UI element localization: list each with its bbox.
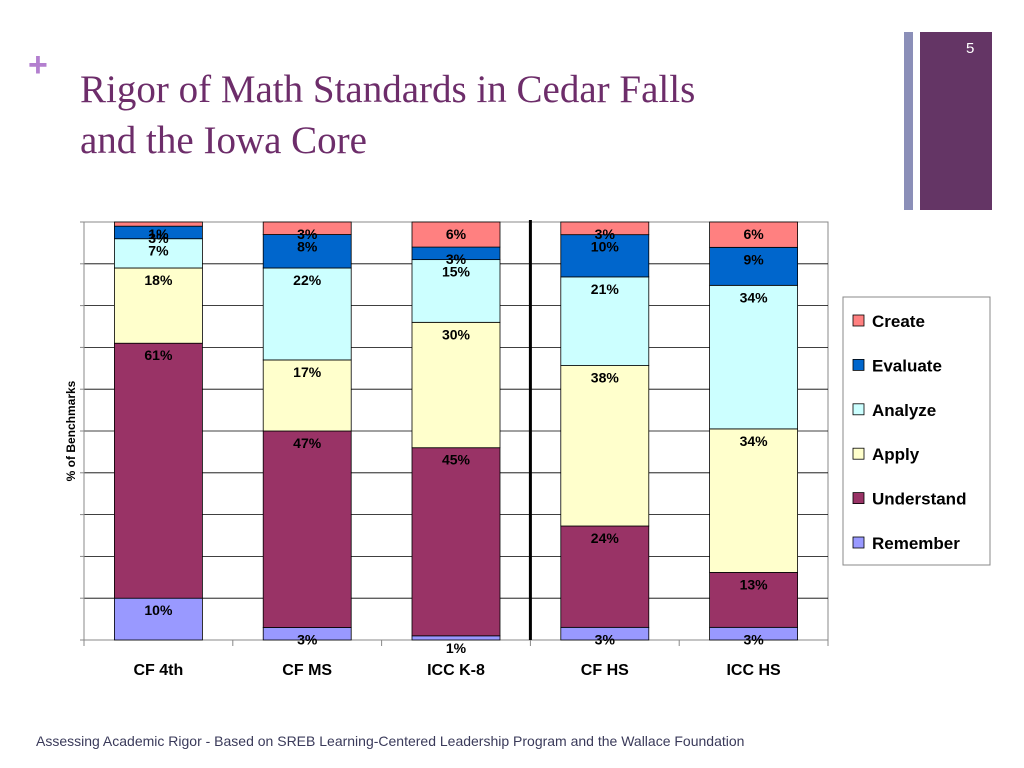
bar-segment-evaluate: [262, 234, 352, 269]
legend-swatch-apply: [852, 447, 865, 460]
x-tick-label: ICC K-8: [427, 662, 485, 679]
bar-segment-analyze: [262, 267, 352, 361]
data-label: 3%: [595, 226, 616, 242]
data-label: 9%: [743, 251, 764, 267]
page-number: 5: [966, 40, 975, 57]
data-label: 10%: [144, 602, 173, 618]
data-label: 24%: [591, 530, 620, 546]
data-label: 47%: [293, 435, 322, 451]
data-label: 17%: [293, 364, 322, 380]
data-label: 7%: [148, 243, 169, 259]
bar-segment-analyze: [411, 259, 501, 323]
data-label: 10%: [591, 239, 620, 255]
data-label: 34%: [740, 433, 769, 449]
bar-segment-evaluate: [560, 234, 650, 278]
decor-bar-thick: [920, 32, 992, 210]
x-tick-label: CF MS: [282, 662, 332, 679]
bar-segment-apply: [560, 365, 650, 527]
data-label: 22%: [293, 272, 322, 288]
data-label: 21%: [591, 281, 620, 297]
y-axis-label: % of Benchmarks: [64, 380, 78, 481]
bar-segment-understand: [560, 525, 650, 628]
bar-segment-create: [411, 221, 501, 248]
bar-segment-create: [709, 221, 798, 248]
bar-segment-analyze: [560, 276, 650, 366]
bar-segment-remember: [114, 597, 203, 641]
plus-icon: +: [28, 46, 48, 84]
data-label: 34%: [740, 289, 769, 305]
decor-bar-thin: [904, 32, 913, 210]
legend-swatch-evaluate: [852, 358, 865, 371]
data-label: 1%: [446, 640, 467, 656]
legend-label-create: Create: [872, 312, 925, 331]
bar-segment-understand: [262, 430, 352, 628]
slide-title: Rigor of Math Standards in Cedar Falls a…: [80, 64, 900, 166]
data-label: 13%: [740, 576, 769, 592]
legend-swatch-analyze: [852, 403, 865, 416]
legend-label-apply: Apply: [872, 445, 920, 464]
bar-segment-apply: [709, 428, 798, 573]
bar-segment-create: [262, 221, 352, 235]
data-label: 30%: [442, 326, 471, 342]
bar-segment-understand: [411, 447, 501, 637]
data-label: 15%: [442, 264, 471, 280]
legend-label-evaluate: Evaluate: [872, 356, 942, 375]
data-label: 18%: [144, 272, 173, 288]
data-label: 3%: [297, 631, 318, 647]
bar-segment-analyze: [709, 284, 798, 430]
legend-swatch-understand: [852, 492, 865, 505]
data-label: 61%: [144, 347, 173, 363]
bar-segment-apply: [262, 359, 352, 432]
data-label: 3%: [148, 230, 169, 246]
data-label: 1%: [148, 226, 169, 242]
title-line-1: Rigor of Math Standards in Cedar Falls: [80, 68, 696, 111]
bar-segment-create: [114, 221, 203, 227]
title-line-2: and the Iowa Core: [80, 119, 367, 162]
legend-swatch-create: [852, 314, 865, 327]
data-label: 3%: [446, 251, 467, 267]
x-tick-label: CF 4th: [134, 662, 184, 679]
x-tick-label: CF HS: [581, 662, 629, 679]
data-label: 3%: [297, 226, 318, 242]
bar-segment-understand: [114, 342, 203, 599]
legend-swatch-remember: [852, 536, 865, 549]
data-label: 3%: [743, 631, 764, 647]
data-label: 6%: [743, 226, 764, 242]
legend-label-understand: Understand: [872, 490, 966, 509]
data-label: 38%: [591, 370, 620, 386]
bar-segment-apply: [411, 321, 501, 449]
legend-box: [842, 296, 991, 566]
footer-text: Assessing Academic Rigor - Based on SREB…: [36, 733, 745, 749]
data-label: 45%: [442, 452, 471, 468]
data-label: 6%: [446, 226, 467, 242]
bar-segment-create: [560, 221, 650, 236]
data-label: 8%: [297, 239, 318, 255]
x-tick-label: ICC HS: [726, 662, 781, 679]
legend-label-remember: Remember: [872, 534, 960, 553]
bar-segment-evaluate: [709, 246, 798, 286]
legend-label-analyze: Analyze: [872, 401, 936, 420]
bar-segment-understand: [709, 572, 798, 628]
data-label: 3%: [595, 631, 616, 647]
bar-segment-apply: [114, 267, 203, 344]
